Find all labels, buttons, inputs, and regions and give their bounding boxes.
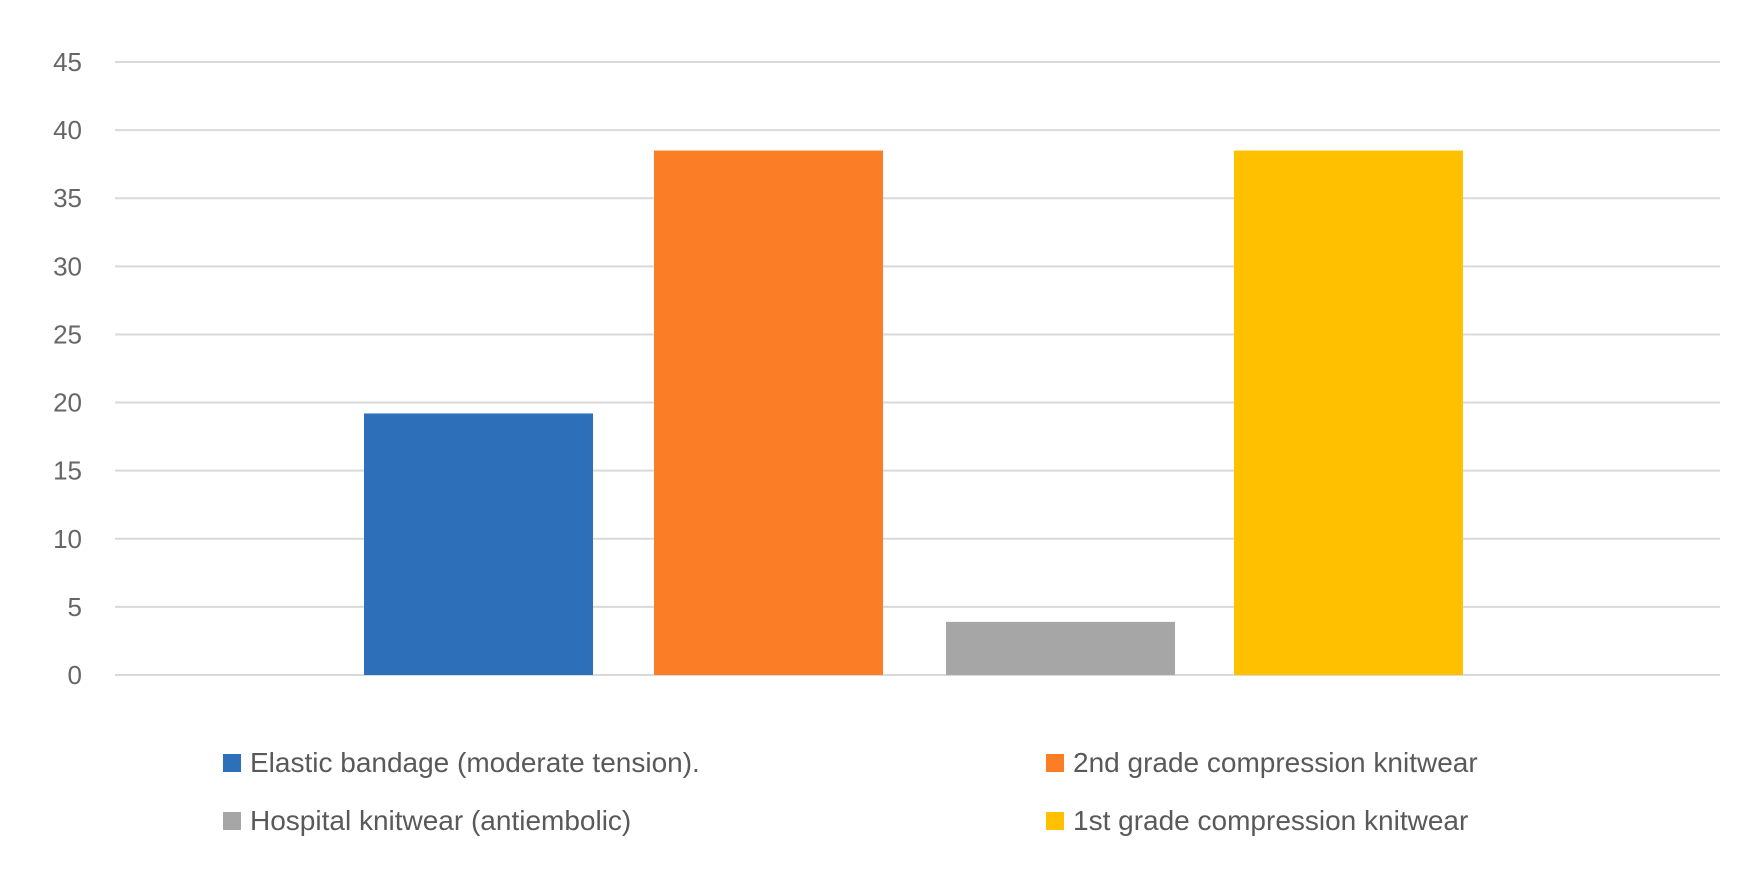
y-tick-label: 45 <box>53 47 82 77</box>
bar <box>654 150 883 676</box>
y-tick-label: 10 <box>53 524 82 554</box>
legend-swatch <box>1046 812 1064 830</box>
legend-label: 1st grade compression knitwear <box>1073 805 1468 836</box>
legend-swatch <box>223 812 241 830</box>
legend-label: Elastic bandage (moderate tension). <box>250 747 700 778</box>
y-tick-label: 5 <box>68 592 82 622</box>
legend-item: 1st grade compression knitwear <box>1046 805 1468 836</box>
y-tick-label: 20 <box>53 388 82 418</box>
legend-label: 2nd grade compression knitwear <box>1073 747 1478 778</box>
legend: Elastic bandage (moderate tension). 2nd g… <box>223 747 1478 836</box>
bar <box>946 621 1175 675</box>
legend-label: Hospital knitwear (antiembolic) <box>250 805 631 836</box>
y-tick-label: 25 <box>53 319 82 349</box>
bar <box>364 413 593 675</box>
bars <box>364 150 1463 676</box>
y-tick-label: 15 <box>53 456 82 486</box>
y-tick-label: 30 <box>53 251 82 281</box>
y-tick-label: 0 <box>68 660 82 690</box>
bar <box>1234 150 1463 676</box>
legend-item: Elastic bandage (moderate tension). <box>223 747 700 778</box>
legend-swatch <box>1046 754 1064 772</box>
legend-swatch <box>223 754 241 772</box>
y-tick-label: 40 <box>53 115 82 145</box>
y-tick-label: 35 <box>53 183 82 213</box>
legend-item: 2nd grade compression knitwear <box>1046 747 1478 778</box>
gridlines <box>115 61 1720 676</box>
y-axis-tick-labels: 0 5 10 15 20 25 30 35 40 45 <box>53 47 82 690</box>
legend-item: Hospital knitwear (antiembolic) <box>223 805 631 836</box>
